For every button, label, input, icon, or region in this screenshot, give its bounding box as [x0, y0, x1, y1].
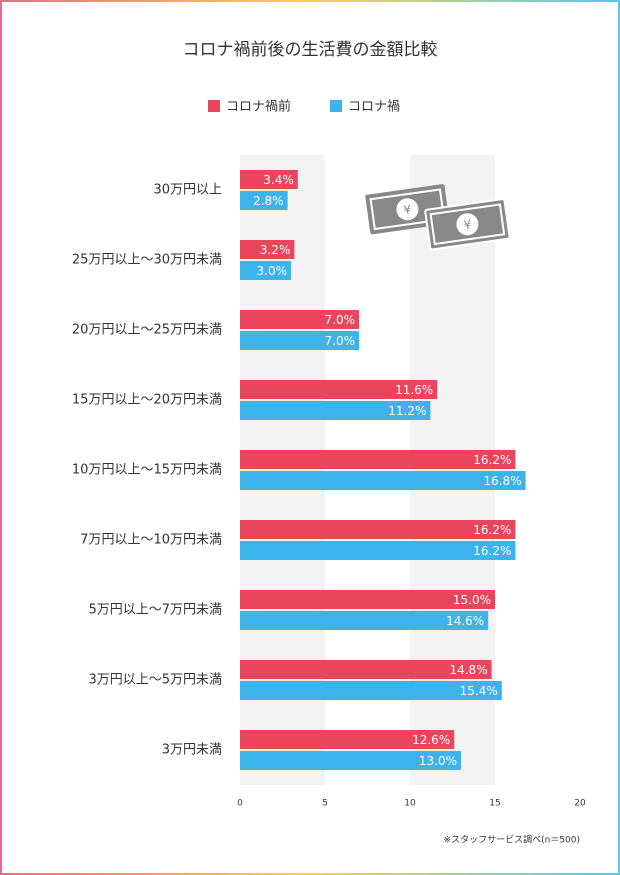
- bar: [240, 751, 461, 770]
- legend-swatch: [208, 100, 220, 112]
- value-label: 13.0%: [419, 754, 457, 768]
- bar: [240, 520, 516, 539]
- value-label: 16.2%: [473, 523, 511, 537]
- bar: [240, 240, 295, 259]
- value-label: 12.6%: [412, 733, 450, 747]
- x-tick-label: 20: [574, 799, 586, 809]
- y-tick-label: 3万円未満: [162, 743, 222, 758]
- y-tick-label: 30万円以上: [153, 183, 222, 198]
- value-label: 3.0%: [257, 264, 288, 278]
- x-tick-label: 0: [237, 799, 243, 809]
- money-icon: ¥: [424, 198, 511, 251]
- y-tick-label: 3万円以上〜5万円未満: [88, 673, 222, 688]
- bar: [240, 590, 495, 609]
- chart-title: コロナ禍前後の生活費の金額比較: [183, 40, 438, 60]
- grid-band: [410, 155, 495, 785]
- x-tick-label: 5: [322, 799, 328, 809]
- value-label: 3.2%: [260, 243, 291, 257]
- value-label: 15.0%: [453, 593, 491, 607]
- x-tick-label: 15: [489, 799, 500, 809]
- value-label: 11.2%: [388, 404, 426, 418]
- value-label: 7.0%: [325, 334, 356, 348]
- frame-top: [0, 0, 620, 2]
- svg-text:¥: ¥: [463, 217, 473, 232]
- legend-label: コロナ禍: [348, 99, 400, 115]
- y-tick-label: 20万円以上〜25万円未満: [72, 323, 222, 338]
- value-label: 11.6%: [395, 383, 433, 397]
- y-tick-label: 7万円以上〜10万円未満: [80, 533, 222, 548]
- value-label: 3.4%: [263, 173, 294, 187]
- legend-label: コロナ禍前: [226, 99, 291, 115]
- x-tick-label: 10: [404, 799, 416, 809]
- bar: [240, 541, 516, 560]
- value-label: 14.6%: [446, 614, 484, 628]
- bar: [240, 471, 526, 490]
- bar: [240, 331, 359, 350]
- bar: [240, 450, 516, 469]
- legend-swatch: [330, 100, 342, 112]
- value-label: 15.4%: [460, 684, 498, 698]
- bar: [240, 681, 502, 700]
- value-label: 16.2%: [473, 453, 511, 467]
- y-tick-label: 15万円以上〜20万円未満: [72, 393, 222, 408]
- bar: [240, 261, 291, 280]
- value-label: 7.0%: [325, 313, 356, 327]
- bar: [240, 730, 455, 749]
- bar: [240, 611, 489, 630]
- bar: [240, 380, 438, 399]
- value-label: 2.8%: [253, 194, 284, 208]
- bar: [240, 191, 288, 210]
- y-tick-label: 25万円以上〜30万円未満: [72, 253, 222, 268]
- bar: [240, 310, 359, 329]
- y-tick-label: 10万円以上〜15万円未満: [72, 463, 222, 478]
- svg-text:¥: ¥: [403, 202, 413, 217]
- y-tick-label: 5万円以上〜7万円未満: [88, 603, 222, 618]
- value-label: 14.8%: [449, 663, 487, 677]
- value-label: 16.2%: [473, 544, 511, 558]
- bar: [240, 170, 298, 189]
- frame-right: [618, 0, 620, 875]
- bar: [240, 401, 431, 420]
- grid-band: [240, 155, 325, 785]
- bar: [240, 660, 492, 679]
- frame-left: [0, 0, 2, 875]
- frame-bottom: [0, 873, 620, 875]
- footnote: ※スタッフサービス調べ(n＝500): [444, 834, 580, 846]
- value-label: 16.8%: [483, 474, 521, 488]
